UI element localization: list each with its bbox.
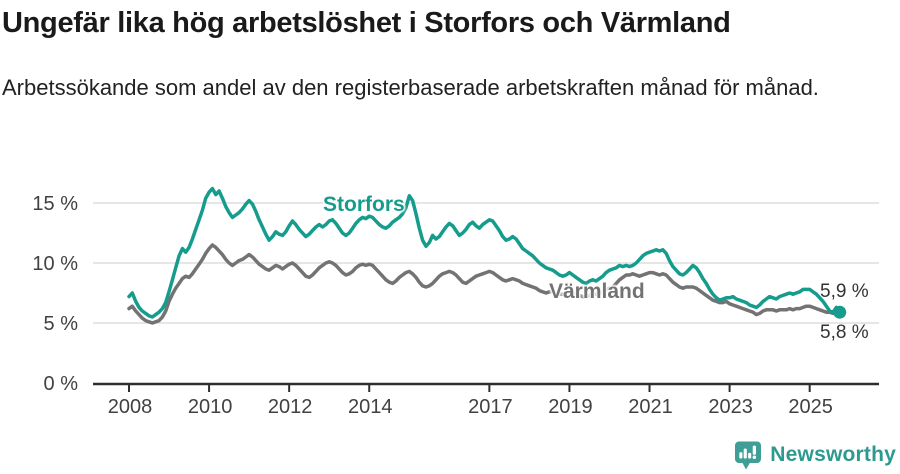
y-axis-tick-label: 10 % (32, 253, 78, 275)
x-axis-tick-label: 2012 (268, 396, 313, 418)
newsworthy-logo[interactable]: Newsworthy (733, 439, 896, 471)
x-axis-tick-label: 2025 (788, 396, 833, 418)
end-value-label-storfors: 5,9 % (820, 281, 869, 302)
x-axis-tick-label: 2019 (548, 396, 593, 418)
x-axis-tick-label: 2014 (348, 396, 393, 418)
y-axis-tick-label: 15 % (32, 193, 78, 215)
y-axis-tick-label: 0 % (44, 373, 79, 395)
y-axis-tick-label: 5 % (44, 313, 79, 335)
x-axis-tick-label: 2023 (708, 396, 753, 418)
line-series-storfors (127, 186, 842, 319)
page-title: Ungefär lika hög arbetslöshet i Storfors… (2, 7, 731, 39)
newsworthy-brand-text: Newsworthy (770, 443, 896, 466)
x-axis-tick-label: 2021 (628, 396, 673, 418)
page-subtitle: Arbetssökande som andel av den registerb… (2, 75, 819, 100)
series-label-storfors: Storfors (323, 193, 405, 216)
x-axis-tick-label: 2010 (188, 396, 233, 418)
bar-chart-speech-bubble-icon (735, 441, 762, 470)
end-dot-storfors (833, 305, 847, 319)
end-value-label-varmland: 5,8 % (820, 322, 869, 343)
series-label-varmland: Värmland (549, 280, 645, 303)
x-axis-tick-label: 2008 (108, 396, 153, 418)
x-axis-tick-label: 2017 (468, 396, 513, 418)
line-series-vrmland (127, 243, 842, 325)
